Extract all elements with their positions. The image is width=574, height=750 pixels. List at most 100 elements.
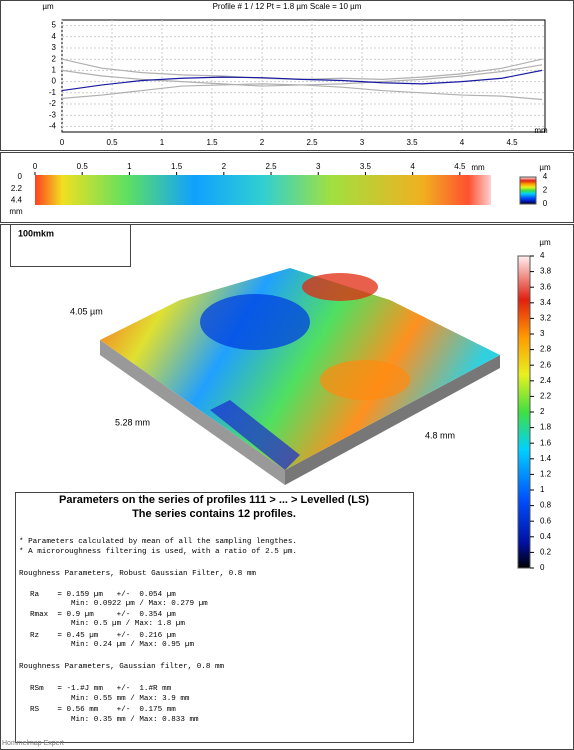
colorbar-label: 1.4 bbox=[540, 454, 552, 463]
colorbar-label: 0.2 bbox=[540, 548, 552, 557]
map-colorbar-label: 2 bbox=[543, 186, 548, 195]
x-tick-label: 1.5 bbox=[206, 138, 218, 147]
map-x-tick-label: 4 bbox=[410, 162, 415, 171]
y-tick-label: 1 bbox=[52, 66, 57, 75]
map-x-unit: mm bbox=[471, 163, 485, 172]
map-x-tick-label: 2 bbox=[222, 162, 227, 171]
surface bbox=[100, 268, 500, 470]
width-label: 4.8 mm bbox=[425, 430, 455, 440]
x-tick-label: 3 bbox=[360, 138, 365, 147]
parameters-box bbox=[15, 492, 414, 743]
parameters-lines: * Parameters calculated by mean of all t… bbox=[19, 538, 297, 724]
map-y-unit: mm bbox=[9, 207, 23, 216]
colorbar-label: 1.8 bbox=[540, 423, 552, 432]
map-x-tick-label: 2.5 bbox=[265, 162, 277, 171]
view-colorbar-unit: µm bbox=[539, 238, 551, 247]
colorbar-label: 0.8 bbox=[540, 501, 552, 510]
map-x-tick-label: 3 bbox=[316, 162, 321, 171]
y-tick-label: -4 bbox=[49, 122, 57, 131]
profile-line bbox=[61, 64, 543, 87]
profile-line bbox=[61, 83, 543, 101]
profile-line bbox=[61, 58, 543, 80]
parameter-line: Min: 0.5 µm / Max: 1.8 µm bbox=[71, 620, 185, 628]
x-tick-label: 4.5 bbox=[506, 138, 518, 147]
colorbar-label: 3.8 bbox=[540, 267, 552, 276]
colorbar-label: 1.2 bbox=[540, 470, 552, 479]
parameters-subtitle: The series contains 12 profiles. bbox=[132, 508, 296, 520]
y-tick-label: 5 bbox=[52, 21, 57, 30]
label-box bbox=[10, 224, 131, 267]
base-right bbox=[285, 355, 500, 485]
map-colorbar-label: 0 bbox=[543, 199, 548, 208]
colorbar-label: 1 bbox=[540, 485, 545, 494]
map-y-tick-label: 2.2 bbox=[11, 184, 23, 193]
view-colorbar bbox=[517, 255, 531, 569]
colorbar-label: 2.8 bbox=[540, 345, 552, 354]
map-x-tick-label: 1 bbox=[127, 162, 132, 171]
x-tick-label: 2 bbox=[260, 138, 265, 147]
colorbar-label: 0.6 bbox=[540, 516, 552, 525]
x-tick-label: 2.5 bbox=[306, 138, 318, 147]
map-x-tick-label: 4.5 bbox=[454, 162, 466, 171]
y-tick-label: -3 bbox=[49, 110, 57, 119]
colorbar-label: 2 bbox=[540, 407, 545, 416]
height-label: 4.05 µm bbox=[70, 306, 103, 316]
colorbar-label: 3 bbox=[540, 329, 545, 338]
map-x-tick-label: 1.5 bbox=[171, 162, 183, 171]
map-x-tick-label: 3.5 bbox=[360, 162, 372, 171]
parameter-line: Rz = 0.45 µm +/- 0.216 µm bbox=[30, 632, 176, 640]
profile-title: Profile # 1 / 12 Pt = 1.8 µm Scale = 10 … bbox=[213, 2, 362, 11]
parameter-line: Min: 0.55 mm / Max: 3.9 mm bbox=[71, 695, 190, 703]
parameter-line: Min: 0.0922 µm / Max: 0.279 µm bbox=[71, 600, 208, 608]
map-y-tick-label: 0 bbox=[18, 172, 23, 181]
footer: Hommelmap Expert bbox=[2, 740, 64, 747]
parameter-line: * Parameters calculated by mean of all t… bbox=[19, 538, 297, 546]
parameter-line: Rmax = 0.9 µm +/- 0.354 µm bbox=[30, 611, 176, 619]
map-y-tick-label: 4.4 bbox=[11, 195, 23, 204]
x-tick-label: 4 bbox=[460, 138, 465, 147]
colorbar-label: 2.6 bbox=[540, 360, 552, 369]
parameters-title: Parameters on the series of profiles 111… bbox=[59, 494, 369, 506]
base-left bbox=[100, 340, 285, 485]
parameter-line: * A microroughness filtering is used, wi… bbox=[19, 548, 297, 556]
map-colorbar-label: 4 bbox=[543, 172, 548, 181]
x-tick-label: 0 bbox=[60, 138, 65, 147]
y-tick-label: 4 bbox=[52, 32, 57, 41]
colorbar-label: 0.4 bbox=[540, 532, 552, 541]
colorbar-label: 3.4 bbox=[540, 298, 552, 307]
length-label: 5.28 mm bbox=[115, 417, 150, 427]
colorbar-label: 3.6 bbox=[540, 282, 552, 291]
colorbar-label: 4 bbox=[540, 251, 545, 260]
y-tick-label: -2 bbox=[49, 99, 57, 108]
parameter-line: Roughness Parameters, Robust Gaussian Fi… bbox=[19, 570, 256, 578]
parameter-line: Roughness Parameters, Gaussian filter, 0… bbox=[19, 663, 225, 671]
surface-edge bbox=[210, 400, 300, 470]
profile-line bbox=[61, 69, 543, 92]
x-tick-label: 0.5 bbox=[106, 138, 118, 147]
parameter-line: Min: 0.24 µm / Max: 0.95 µm bbox=[71, 641, 194, 649]
surface-low bbox=[200, 294, 310, 350]
map-x-tick-label: 0 bbox=[33, 162, 38, 171]
colorbar-label: 1.6 bbox=[540, 438, 552, 447]
colorbar-label: 3.2 bbox=[540, 314, 552, 323]
profile-panel bbox=[0, 0, 574, 151]
parameter-line: Min: 0.35 mm / Max: 0.833 mm bbox=[71, 716, 199, 724]
parameter-line: Ra = 0.159 µm +/- 0.054 µm bbox=[30, 591, 176, 599]
surface-high bbox=[320, 360, 410, 400]
map-x-tick-label: 0.5 bbox=[77, 162, 89, 171]
map-colorbar-unit: µm bbox=[539, 163, 551, 172]
colorbar-label: 2.4 bbox=[540, 376, 552, 385]
x-unit: mm bbox=[534, 126, 548, 135]
parameter-line: RS = 0.56 mm +/- 0.175 mm bbox=[30, 706, 176, 714]
surface-peak bbox=[302, 273, 378, 301]
height-map bbox=[35, 175, 491, 205]
x-tick-label: 3.5 bbox=[406, 138, 418, 147]
parameter-line: RSm = -1.#J mm +/- 1.#R mm bbox=[30, 685, 172, 693]
map-colorbar bbox=[519, 176, 537, 205]
x-tick-label: 1 bbox=[160, 138, 165, 147]
y-tick-label: -1 bbox=[49, 88, 57, 97]
colorbar-label: 0 bbox=[540, 563, 545, 572]
label-box-text: 100mkm bbox=[18, 228, 54, 238]
